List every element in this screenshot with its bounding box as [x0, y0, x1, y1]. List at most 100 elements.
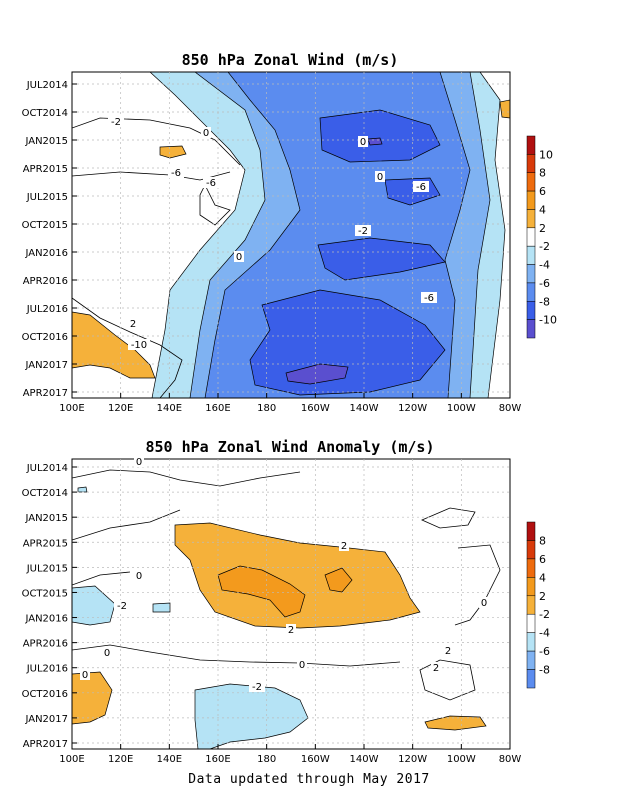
contour-label: -2	[252, 682, 262, 693]
contour-label-bg	[203, 177, 219, 188]
wind-pos-patch-jan15	[159, 145, 187, 159]
y-tick-label: APR2016	[23, 639, 68, 650]
colorbar-swatch	[526, 190, 536, 210]
contour-label-bg	[114, 600, 130, 611]
colorbar-swatch	[526, 577, 536, 597]
contour-label-bg	[375, 171, 385, 182]
y-tick-label: OCT2015	[22, 588, 68, 599]
y-tick-label: APR2015	[23, 538, 68, 549]
colorbar-swatch	[526, 595, 536, 615]
wind-pos-patch-west	[72, 311, 156, 379]
panel1-colorbar: 10 8 6 4 2 -2 -4 -6 -8 -10	[526, 135, 557, 339]
y-tick-label: OCT2016	[22, 689, 68, 700]
contour-label-bg	[249, 681, 265, 692]
contour-label-bg	[339, 540, 349, 551]
y-tick-label: APR2017	[23, 739, 68, 750]
colorbar-swatch	[526, 632, 536, 652]
y-tick-label: JAN2017	[24, 360, 68, 371]
y-tick-label: APR2017	[23, 388, 68, 399]
x-tick-label: 180	[257, 403, 276, 414]
colorbar-label: -4	[539, 627, 550, 640]
contour-label: 0	[481, 598, 487, 609]
contour-label: 2	[445, 646, 451, 657]
y-tick-label: JUL2014	[26, 80, 68, 91]
contour-label: 0	[104, 648, 110, 659]
contour-label: 2	[341, 541, 347, 552]
colorbar-label: 2	[539, 222, 546, 235]
wind-band-neg8a	[319, 109, 441, 163]
contour-label-bg	[134, 456, 144, 467]
colorbar-swatch	[526, 264, 536, 284]
contour-label-bg	[358, 136, 368, 147]
x-tick-label: 160E	[205, 754, 230, 765]
panel2-contour-labels: 0 2 0 -2 2 0 0 2 0 -2 0 2	[80, 456, 489, 693]
contour-label-bg	[128, 339, 150, 350]
y-tick-label: JAN2015	[24, 136, 68, 147]
contour-label: 0	[136, 457, 142, 468]
colorbar-swatch	[526, 301, 536, 320]
anom-pos2-west	[72, 671, 113, 725]
contour-label: -6	[171, 168, 181, 179]
x-tick-label: 80W	[499, 754, 522, 765]
colorbar-label: -4	[539, 259, 550, 272]
colorbar-label: 10	[539, 148, 553, 161]
y-tick-label: OCT2015	[22, 220, 68, 231]
panel1-field	[72, 72, 510, 398]
anom-contour-zero	[72, 469, 501, 701]
x-tick-label: 120W	[398, 754, 427, 765]
y-tick-label: JAN2017	[24, 714, 68, 725]
colorbar-swatch	[526, 613, 536, 633]
panel1-y-axis: JUL2014 OCT2014 JAN2015 APR2015 JUL2015 OCT20…	[22, 80, 77, 399]
anom-pos2-main	[174, 522, 421, 629]
colorbar-label: 8	[539, 534, 546, 547]
x-tick-label: 160W	[301, 754, 330, 765]
colorbar-swatch	[526, 172, 536, 192]
contour-label: -6	[416, 182, 426, 193]
wind-band-neg8c	[249, 289, 446, 396]
colorbar-swatch	[526, 319, 536, 339]
panel1-gridlines	[72, 72, 510, 398]
colorbar-swatch	[526, 521, 536, 541]
x-tick-label: 140E	[157, 403, 182, 414]
colorbar-swatch	[526, 540, 536, 560]
wind-band-neg10a	[285, 363, 349, 385]
anom-neg2-south	[194, 683, 309, 749]
colorbar-label: 2	[539, 590, 546, 603]
anom-pos4-a	[217, 565, 306, 618]
y-tick-label: JUL2016	[26, 664, 68, 675]
panel1-frame	[71, 71, 511, 399]
panel-zonal-wind-anomaly: 850 hPa Zonal Wind Anomaly (m/s) JUL2014…	[22, 438, 550, 765]
contour-label: 0	[377, 172, 383, 183]
colorbar-label: -2	[539, 608, 550, 621]
x-tick-label: 100E	[59, 403, 84, 414]
contour-label-bg	[286, 624, 296, 635]
colorbar-label: -8	[539, 664, 550, 677]
y-tick-label: JUL2014	[26, 463, 68, 474]
contour-label-bg	[421, 292, 437, 303]
x-tick-label: 120W	[398, 403, 427, 414]
panel1-x-axis: 100E 120E 140E 160E 180 160W 140W 120W 100W 80W	[59, 393, 521, 414]
panel2-x-axis: 100E 120E 140E 160E 180 160W 140W 120W 100W 80W	[59, 744, 521, 765]
colorbar-swatch	[526, 154, 536, 173]
contour-label: 2	[288, 625, 294, 636]
panel-zonal-wind: 850 hPa Zonal Wind (m/s)	[22, 51, 557, 414]
colorbar-swatch	[526, 209, 536, 229]
colorbar-swatch	[526, 245, 536, 265]
contour-label-bg	[168, 167, 184, 178]
panel2-y-axis: JUL2014 OCT2014 JAN2015 APR2015 JUL2015 OCT20…	[22, 463, 77, 750]
wind-band-neg8b	[317, 237, 446, 281]
colorbar-label: 4	[539, 203, 546, 216]
y-tick-label: JAN2015	[24, 513, 68, 524]
contour-label: 2	[433, 663, 439, 674]
x-tick-label: 120E	[108, 754, 133, 765]
anom-pos2-east	[424, 715, 487, 731]
footer-note: Data updated through May 2017	[188, 772, 430, 787]
contour-label-bg	[108, 116, 124, 127]
contour-label-bg	[128, 318, 138, 329]
x-tick-label: 140E	[157, 754, 182, 765]
contour-label: 0	[236, 252, 242, 263]
colorbar-label: -6	[539, 645, 550, 658]
colorbar-swatch	[526, 669, 536, 689]
x-tick-label: 180	[257, 754, 276, 765]
